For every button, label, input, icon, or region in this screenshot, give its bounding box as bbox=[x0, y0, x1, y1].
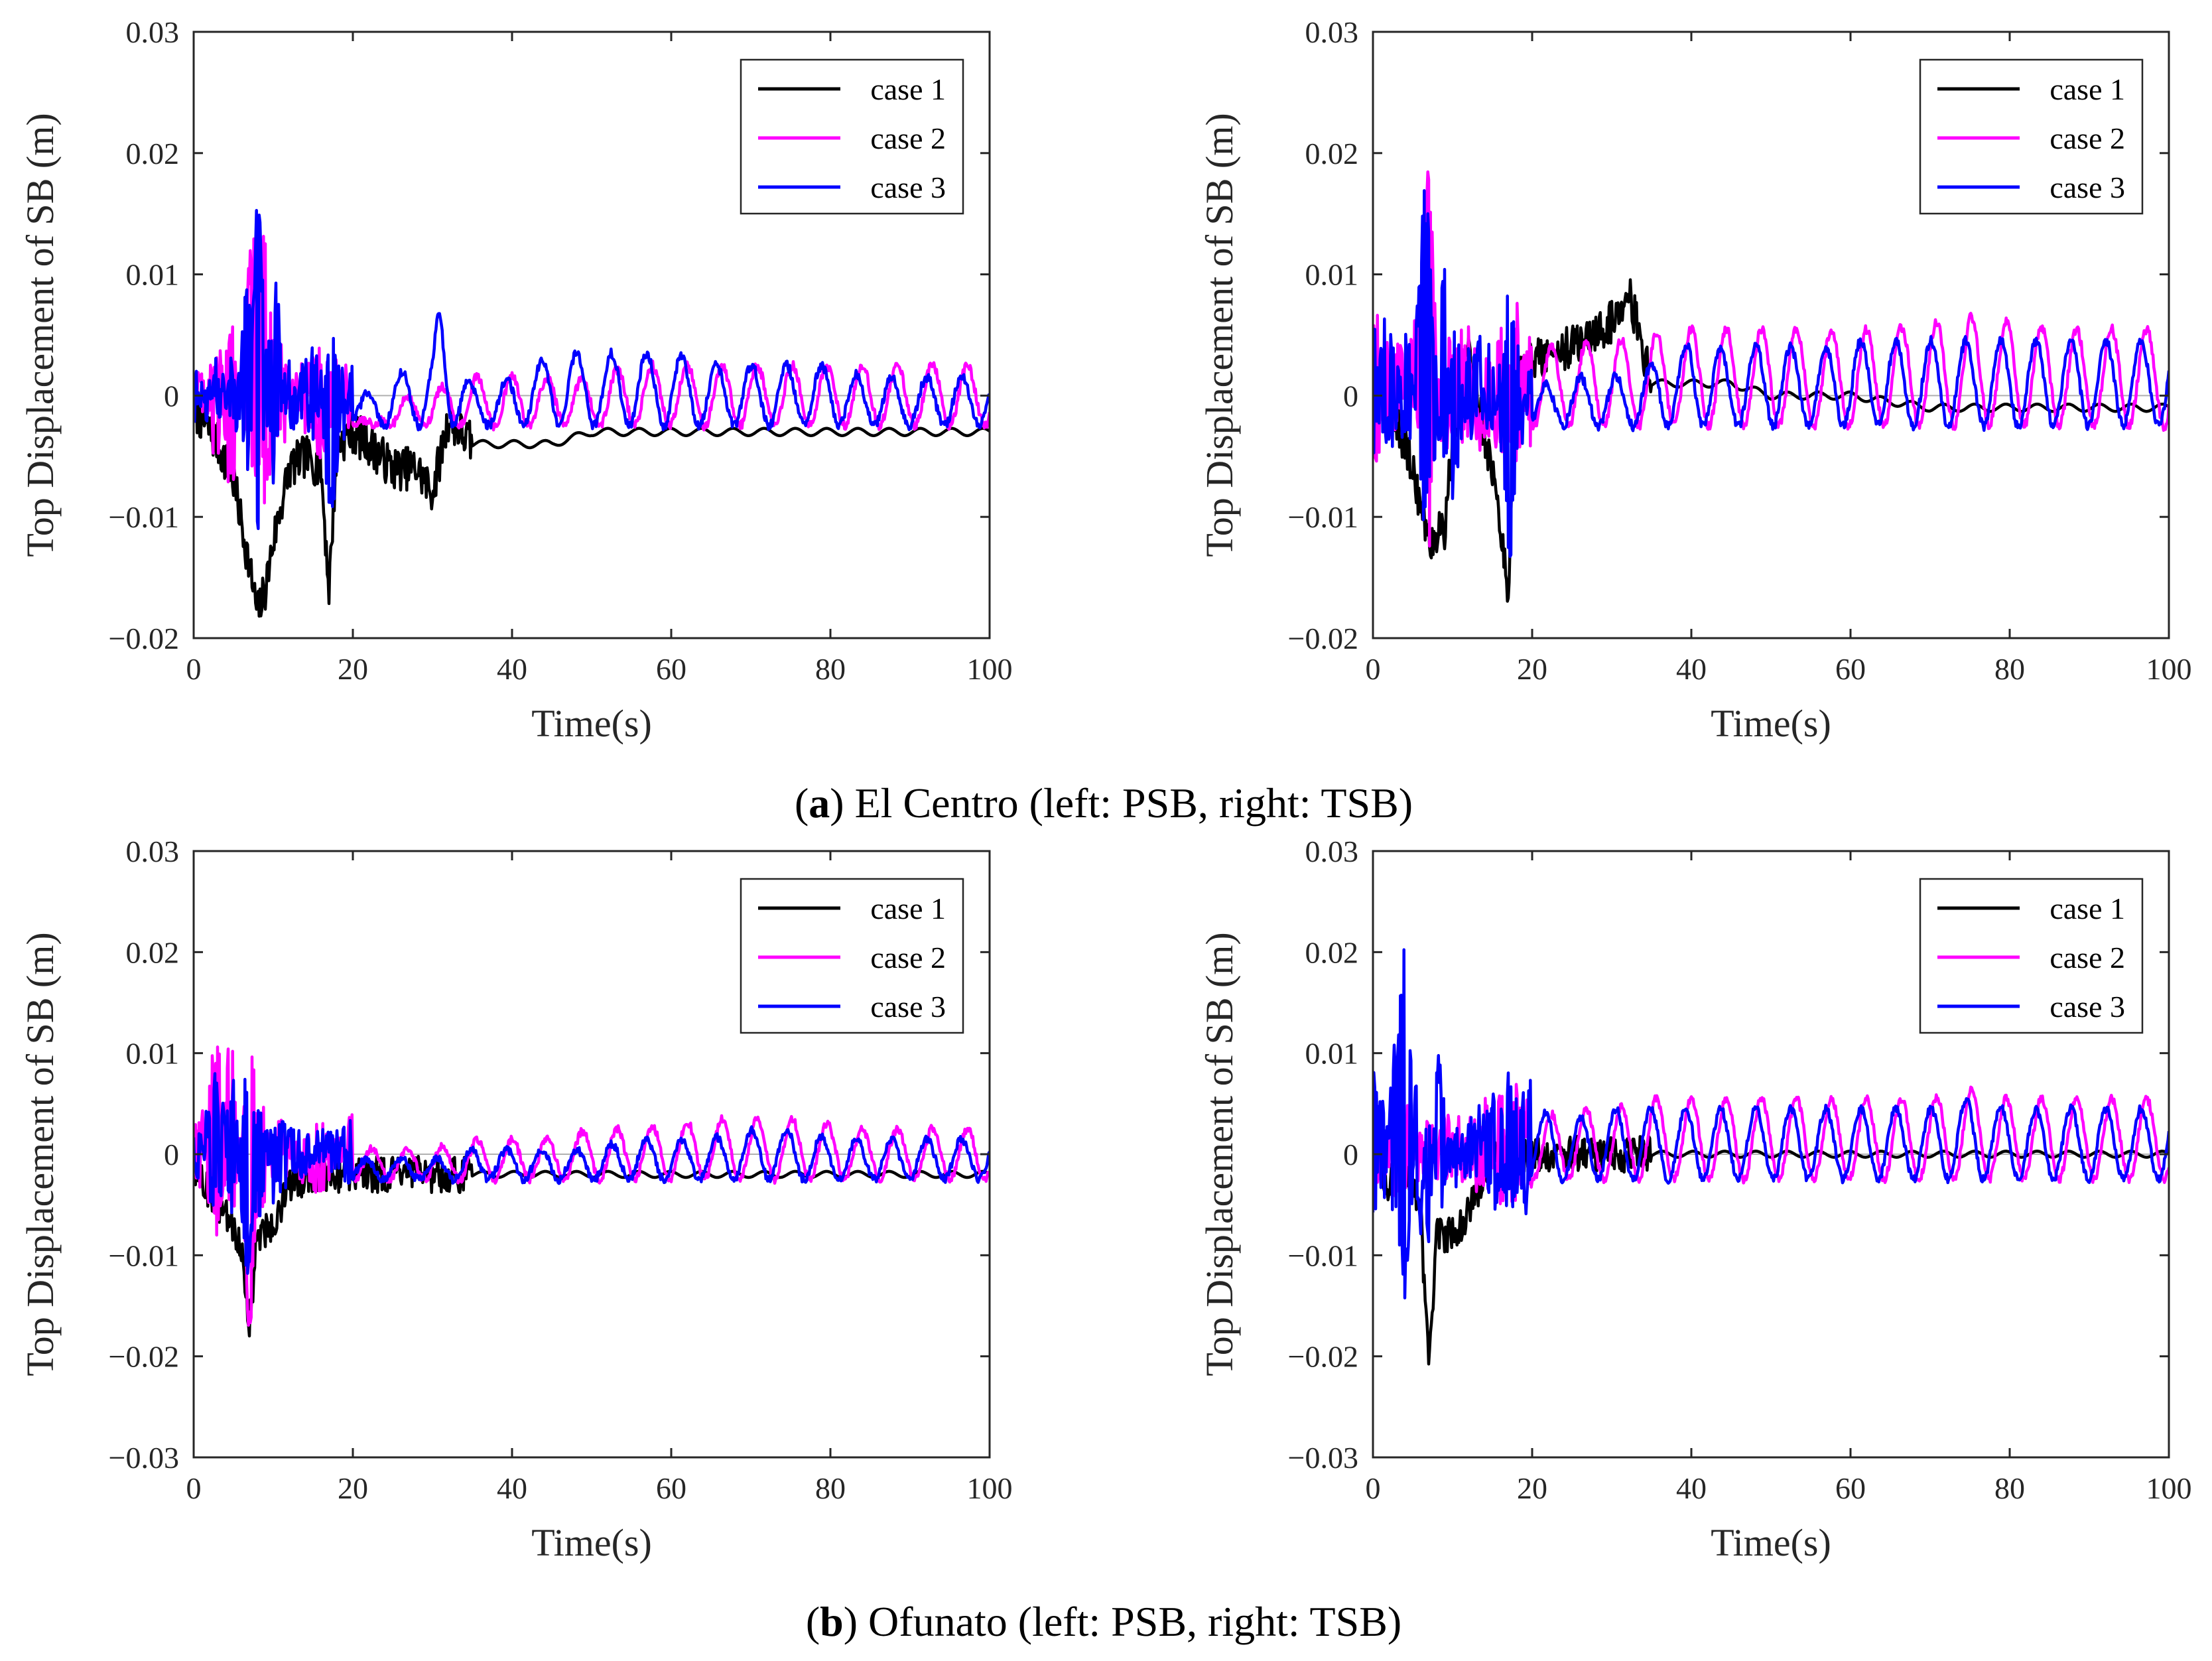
series-line-case-3 bbox=[1373, 948, 2169, 1299]
y-axis-label: Top Displacement of SB (m) bbox=[19, 932, 62, 1376]
y-tick-label: −0.03 bbox=[109, 1441, 179, 1475]
x-axis-label: Time(s) bbox=[1711, 1521, 1831, 1564]
x-tick-label: 100 bbox=[967, 652, 1013, 686]
y-tick-label: 0.02 bbox=[1305, 935, 1359, 969]
chart-a-left: 0 20 40 60 80 100 0.03 0.02 0.01 0 −0.01 −0.02 Time(… bbox=[19, 15, 1013, 745]
series-group bbox=[1373, 170, 2169, 603]
x-tick-label: 40 bbox=[497, 1471, 527, 1505]
y-tick-label: 0.01 bbox=[126, 1037, 180, 1071]
legend: case 1 case 2 case 3 bbox=[740, 878, 964, 1034]
y-tick-label: 0.03 bbox=[126, 15, 180, 49]
x-tick-label: 60 bbox=[656, 1471, 686, 1505]
series-line-case-3 bbox=[194, 1072, 990, 1275]
legend-label-case-1: case 1 bbox=[2049, 72, 2125, 106]
x-tick-label: 80 bbox=[1994, 652, 2025, 686]
x-tick-label: 0 bbox=[186, 1471, 202, 1505]
chart-a-right: 0 20 40 60 80 100 0.03 0.02 0.01 0 −0.01 −0.02 Time(… bbox=[1198, 15, 2192, 745]
x-axis-label: Time(s) bbox=[531, 1521, 652, 1564]
legend-label-case-3: case 3 bbox=[870, 170, 946, 204]
y-tick-label: 0.02 bbox=[1305, 137, 1359, 170]
y-tick-label: −0.01 bbox=[1288, 500, 1358, 534]
x-tick-label: 0 bbox=[1366, 652, 1381, 686]
legend-label-case-1: case 1 bbox=[2049, 892, 2125, 925]
y-tick-label: −0.02 bbox=[109, 1340, 179, 1374]
x-tick-label: 60 bbox=[1835, 652, 1866, 686]
x-tick-label: 60 bbox=[656, 652, 686, 686]
x-tick-label: 80 bbox=[815, 1471, 846, 1505]
y-tick-label: 0 bbox=[1343, 379, 1358, 413]
chart-b-right: 0 20 40 60 80 100 0.03 0.02 0.01 0 −0.01 −0.02 −0.03… bbox=[1198, 834, 2192, 1564]
y-tick-label: −0.02 bbox=[1288, 622, 1358, 655]
series-line-case-1 bbox=[1373, 278, 2169, 603]
series-line-case-3 bbox=[194, 208, 990, 531]
caption-a: (a) El Centro (left: PSB, right: TSB) bbox=[795, 779, 1413, 827]
x-tick-label: 60 bbox=[1835, 1471, 1866, 1505]
y-tick-label: 0.03 bbox=[1305, 834, 1359, 868]
y-axis-label: Top Displacement of SB (m) bbox=[1198, 932, 1241, 1376]
y-tick-label: 0 bbox=[164, 379, 179, 413]
caption-a-text: El Centro (left: PSB, right: TSB) bbox=[844, 779, 1413, 827]
x-tick-label: 80 bbox=[815, 652, 846, 686]
series-group bbox=[194, 1045, 990, 1338]
axes-box bbox=[192, 31, 991, 639]
x-tick-label: 0 bbox=[1366, 1471, 1381, 1505]
legend-label-case-3: case 3 bbox=[870, 990, 946, 1024]
chart-b-left: 0 20 40 60 80 100 0.03 0.02 0.01 0 −0.01 −0.02 −0.03… bbox=[19, 834, 1013, 1564]
x-tick-label: 80 bbox=[1994, 1471, 2025, 1505]
legend-label-case-3: case 3 bbox=[2049, 990, 2125, 1024]
y-tick-label: 0.01 bbox=[1305, 1037, 1359, 1071]
series-line-case-2 bbox=[194, 1045, 990, 1327]
y-tick-label: −0.03 bbox=[1288, 1441, 1358, 1475]
caption-b-text: Ofunato (left: PSB, right: TSB) bbox=[858, 1598, 1401, 1645]
caption-a-label: a bbox=[809, 779, 830, 827]
y-tick-label: 0.02 bbox=[126, 137, 180, 170]
x-tick-label: 40 bbox=[1676, 1471, 1707, 1505]
series-line-case-2 bbox=[1373, 170, 2169, 548]
x-tick-label: 40 bbox=[1676, 652, 1707, 686]
series-line-case-1 bbox=[194, 389, 990, 618]
x-tick-label: 20 bbox=[1517, 652, 1547, 686]
y-tick-label: −0.01 bbox=[109, 500, 179, 534]
y-tick-label: 0.03 bbox=[1305, 15, 1359, 49]
x-tick-label: 100 bbox=[967, 1471, 1013, 1505]
y-tick-label: 0.01 bbox=[1305, 258, 1359, 292]
axes-box bbox=[1372, 31, 2170, 639]
legend-label-case-2: case 2 bbox=[2049, 121, 2125, 155]
x-tick-label: 20 bbox=[338, 1471, 368, 1505]
x-axis-label: Time(s) bbox=[531, 702, 652, 745]
y-tick-label: 0.01 bbox=[126, 258, 180, 292]
legend-label-case-1: case 1 bbox=[870, 892, 946, 925]
x-tick-label: 20 bbox=[338, 652, 368, 686]
series-line-case-3 bbox=[1373, 189, 2169, 559]
legend-label-case-2: case 2 bbox=[2049, 941, 2125, 974]
x-tick-label: 100 bbox=[2146, 1471, 2192, 1505]
legend-label-case-1: case 1 bbox=[870, 72, 946, 106]
y-tick-label: 0 bbox=[1343, 1138, 1358, 1171]
x-tick-label: 0 bbox=[186, 652, 202, 686]
y-tick-label: 0.03 bbox=[126, 834, 180, 868]
legend: case 1 case 2 case 3 bbox=[1919, 58, 2144, 215]
y-axis-label: Top Displacement of SB (m) bbox=[19, 113, 62, 557]
series-group bbox=[1373, 948, 2169, 1366]
x-tick-label: 40 bbox=[497, 652, 527, 686]
legend: case 1 case 2 case 3 bbox=[1919, 878, 2144, 1034]
series-group bbox=[194, 208, 990, 618]
y-tick-label: −0.01 bbox=[1288, 1238, 1358, 1272]
legend-label-case-2: case 2 bbox=[870, 121, 946, 155]
y-axis-label: Top Displacement of SB (m) bbox=[1198, 113, 1241, 557]
y-tick-label: −0.02 bbox=[1288, 1340, 1358, 1374]
legend: case 1 case 2 case 3 bbox=[740, 58, 964, 215]
y-tick-label: −0.02 bbox=[109, 622, 179, 655]
x-axis-label: Time(s) bbox=[1711, 702, 1831, 745]
y-tick-label: 0 bbox=[164, 1138, 179, 1171]
caption-b-label: b bbox=[820, 1598, 844, 1645]
caption-b: (b) Ofunato (left: PSB, right: TSB) bbox=[806, 1598, 1401, 1645]
legend-label-case-2: case 2 bbox=[870, 941, 946, 974]
legend-label-case-3: case 3 bbox=[2049, 170, 2125, 204]
y-tick-label: −0.01 bbox=[109, 1238, 179, 1272]
x-tick-label: 100 bbox=[2146, 652, 2192, 686]
x-tick-label: 20 bbox=[1517, 1471, 1547, 1505]
y-tick-label: 0.02 bbox=[126, 935, 180, 969]
